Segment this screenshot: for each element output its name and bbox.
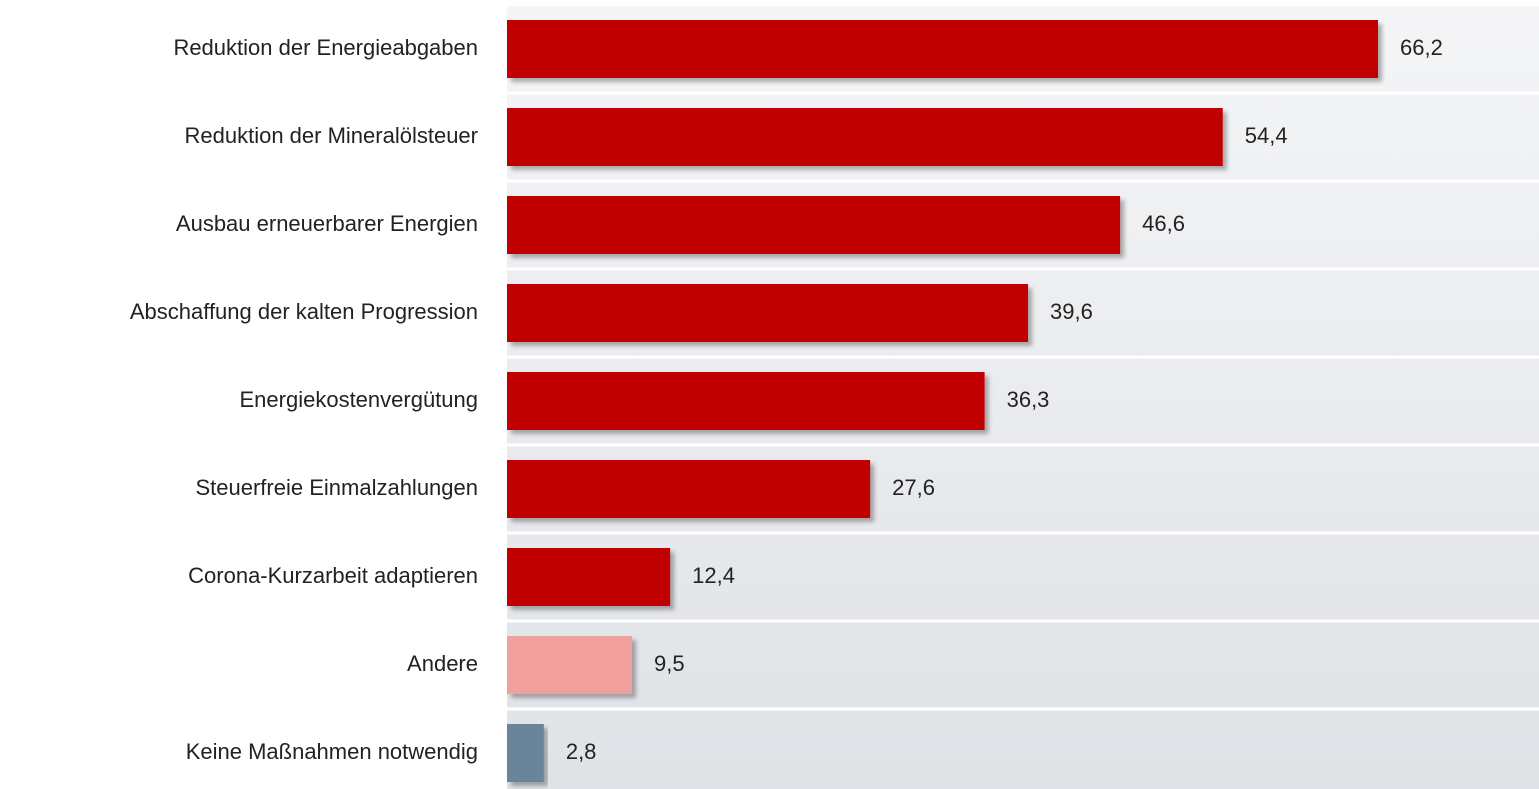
- category-label: Reduktion der Energieabgaben: [173, 35, 478, 60]
- value-label: 9,5: [654, 651, 685, 676]
- category-label: Keine Maßnahmen notwendig: [186, 739, 478, 764]
- category-label: Energiekostenvergütung: [240, 387, 479, 412]
- value-label: 66,2: [1400, 35, 1443, 60]
- value-label: 36,3: [1007, 387, 1050, 412]
- bar: [507, 196, 1121, 254]
- value-label: 27,6: [892, 475, 935, 500]
- bar: [507, 108, 1223, 166]
- value-label: 2,8: [566, 739, 597, 764]
- category-label: Andere: [407, 651, 478, 676]
- bar: [507, 724, 544, 782]
- value-label: 46,6: [1142, 211, 1185, 236]
- bar: [507, 548, 671, 606]
- bar: [507, 372, 985, 430]
- category-label: Steuerfreie Einmalzahlungen: [195, 475, 478, 500]
- category-label: Ausbau erneuerbarer Energien: [176, 211, 478, 236]
- value-label: 39,6: [1050, 299, 1093, 324]
- bar: [507, 636, 632, 694]
- category-label: Abschaffung der kalten Progression: [130, 299, 478, 324]
- category-label: Corona-Kurzarbeit adaptieren: [188, 563, 478, 588]
- value-label: 12,4: [692, 563, 735, 588]
- bar: [507, 460, 871, 518]
- value-label: 54,4: [1245, 123, 1288, 148]
- category-label: Reduktion der Mineralölsteuer: [185, 123, 479, 148]
- bar: [507, 284, 1029, 342]
- bar: [507, 20, 1378, 78]
